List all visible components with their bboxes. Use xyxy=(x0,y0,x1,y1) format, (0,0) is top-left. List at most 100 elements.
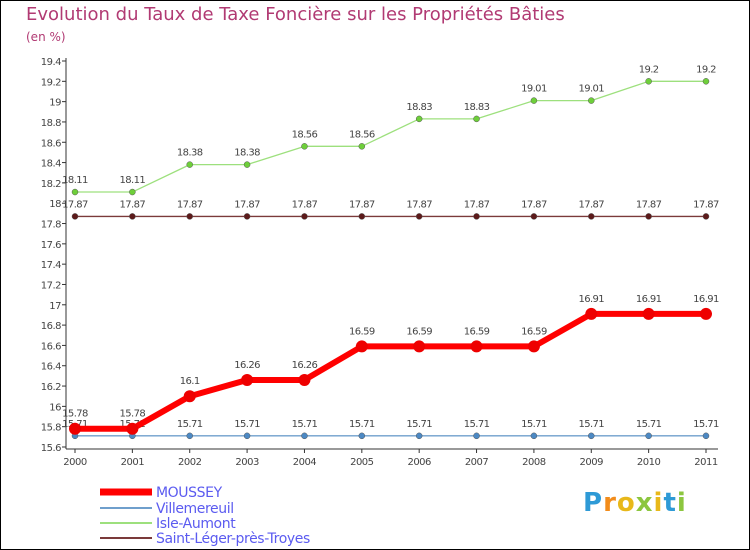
data-point xyxy=(473,432,480,440)
data-label: 16.91 xyxy=(578,294,604,305)
data-label: 18.83 xyxy=(406,102,432,113)
data-point xyxy=(129,188,136,196)
data-point xyxy=(355,340,368,353)
data-label: 19.2 xyxy=(639,64,659,75)
data-point xyxy=(186,432,193,440)
data-label: 17.87 xyxy=(464,199,490,210)
y-tick-label: 16.8 xyxy=(41,321,61,332)
y-tick-label: 18.6 xyxy=(41,138,61,149)
data-label: 16.26 xyxy=(234,360,260,371)
data-point xyxy=(358,432,366,440)
data-point xyxy=(413,340,426,353)
data-label: 17.87 xyxy=(693,199,719,210)
y-tick-label: 17.2 xyxy=(41,280,61,291)
data-point xyxy=(530,213,538,220)
data-point xyxy=(415,115,423,123)
x-tick-label: 2000 xyxy=(63,457,87,468)
proxiti-logo: Proxiti xyxy=(583,488,687,518)
logo-letter: o xyxy=(616,488,636,518)
data-point xyxy=(301,432,308,440)
data-label: 18.11 xyxy=(120,175,146,186)
data-label: 19.01 xyxy=(578,84,604,95)
legend-item: MOUSSEY xyxy=(100,485,223,501)
data-label: 18.56 xyxy=(292,129,318,140)
data-label: 17.87 xyxy=(636,199,662,210)
y-tick-label: 15.6 xyxy=(41,443,61,454)
logo-letter: i xyxy=(676,488,687,518)
series-isle-aumont: 18.11 18.11 18.38 18.38 18.56 18.56 18.83 18.83… xyxy=(62,64,717,196)
data-point xyxy=(241,373,254,386)
data-label: 16.91 xyxy=(693,294,719,305)
data-point xyxy=(530,97,538,104)
data-point xyxy=(645,213,652,220)
logo-letter: x xyxy=(635,488,654,518)
legend-label: Saint-Léger-près-Troyes xyxy=(156,531,310,547)
data-point xyxy=(470,340,483,353)
x-tick-label: 2007 xyxy=(465,457,489,468)
data-label: 15.71 xyxy=(349,419,375,430)
data-label: 17.87 xyxy=(177,199,203,210)
data-point xyxy=(243,161,251,168)
y-tick-label: 16.2 xyxy=(41,382,61,393)
data-label: 16.26 xyxy=(292,360,318,371)
data-label: 15.71 xyxy=(406,419,432,430)
data-label: 18.11 xyxy=(62,175,88,186)
data-point xyxy=(415,213,423,220)
logo-letter: t xyxy=(663,488,677,518)
data-point xyxy=(126,422,139,435)
data-point xyxy=(645,432,652,440)
data-point xyxy=(588,432,595,440)
data-label: 18.56 xyxy=(349,129,375,140)
axes xyxy=(65,58,718,450)
legend-item: Villemereuil xyxy=(100,501,234,517)
data-point xyxy=(702,213,710,220)
data-point xyxy=(183,390,196,403)
data-label: 15.71 xyxy=(177,419,203,430)
data-label: 15.71 xyxy=(521,419,547,430)
data-label: 19.01 xyxy=(521,84,547,95)
y-tick-label: 16.6 xyxy=(41,341,61,352)
data-label: 18.38 xyxy=(234,148,260,159)
data-label: 16.59 xyxy=(464,326,490,337)
series-saint-l-ger-pr-s-troyes: 17.87 17.87 17.87 17.87 17.87 17.87 17.87 17.87… xyxy=(62,199,720,220)
data-label: 16.59 xyxy=(349,326,375,337)
legend-label: Villemereuil xyxy=(156,501,234,517)
data-label: 15.71 xyxy=(578,419,604,430)
data-point xyxy=(473,115,480,123)
data-label: 15.71 xyxy=(292,419,318,430)
data-label: 17.87 xyxy=(120,199,146,210)
y-tick-label: 18.2 xyxy=(41,179,61,190)
data-point xyxy=(588,97,595,104)
series-moussey: 15.78 15.78 16.1 16.26 16.26 16.59 16.59 16.59 1… xyxy=(62,294,720,435)
series-group: 15.71 15.71 15.71 15.71 15.71 15.71 15.71 15.71… xyxy=(62,64,720,440)
y-tick-label: 17.8 xyxy=(41,220,61,231)
data-point xyxy=(186,213,193,220)
data-label: 15.78 xyxy=(62,409,88,420)
data-point xyxy=(642,307,655,320)
data-label: 15.71 xyxy=(693,419,719,430)
data-label: 17.87 xyxy=(406,199,432,210)
data-point xyxy=(702,78,710,85)
data-label: 15.71 xyxy=(636,419,662,430)
y-tick-label: 17.4 xyxy=(41,260,61,271)
legend-label: MOUSSEY xyxy=(156,485,223,501)
data-label: 16.59 xyxy=(406,326,432,337)
y-axis-ticks: 15.6 15.8 16 16.2 16.4 16.6 16.8 17 17.2 17.4 17.6… xyxy=(41,57,66,454)
chart-title: Evolution du Taux de Taxe Foncière sur l… xyxy=(26,4,565,25)
data-label: 17.87 xyxy=(234,199,260,210)
y-tick-label: 18.4 xyxy=(41,159,61,170)
x-tick-label: 2002 xyxy=(178,457,202,468)
data-point xyxy=(69,422,81,435)
legend-item: Isle-Aumont xyxy=(100,516,237,532)
logo-letter: P xyxy=(583,488,604,518)
x-tick-label: 2006 xyxy=(407,457,431,468)
data-point xyxy=(243,432,251,440)
series-line xyxy=(75,310,706,432)
data-label: 19.2 xyxy=(696,64,716,75)
x-tick-label: 2009 xyxy=(580,457,604,468)
data-point xyxy=(588,213,595,220)
data-label: 18.83 xyxy=(464,102,490,113)
x-tick-label: 2008 xyxy=(522,457,546,468)
y-tick-label: 17.6 xyxy=(41,240,61,251)
